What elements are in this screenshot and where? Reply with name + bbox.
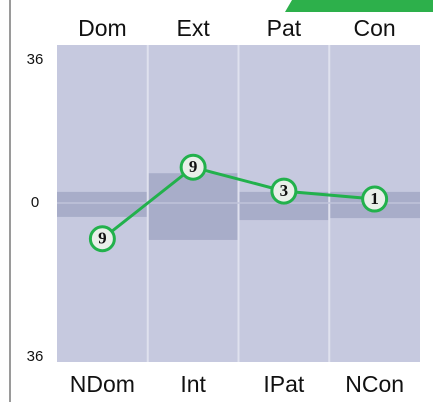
bottom-category-label: IPat <box>263 371 305 397</box>
data-label: 1 <box>370 189 379 208</box>
data-label: 3 <box>280 181 289 200</box>
bottom-category-label: NDom <box>70 371 135 397</box>
bottom-category-label: Int <box>180 371 206 397</box>
header-tab <box>285 0 433 12</box>
data-point <box>88 225 116 253</box>
data-point <box>179 153 207 181</box>
y-tick-label: 36 <box>27 348 44 365</box>
range-band <box>147 173 239 240</box>
data-point <box>361 185 389 213</box>
series-line <box>101 165 375 240</box>
top-category-label: Pat <box>267 15 302 41</box>
y-tick-label: 0 <box>31 194 39 211</box>
top-category-label: Con <box>354 15 396 41</box>
top-category-label: Ext <box>177 15 211 41</box>
bottom-category-label: NCon <box>345 371 404 397</box>
top-category-label: Dom <box>78 15 127 41</box>
range-band <box>57 191 148 217</box>
data-point <box>270 177 298 205</box>
data-label: 9 <box>98 229 107 248</box>
data-label: 9 <box>189 157 198 176</box>
y-tick-label: 36 <box>27 51 44 68</box>
